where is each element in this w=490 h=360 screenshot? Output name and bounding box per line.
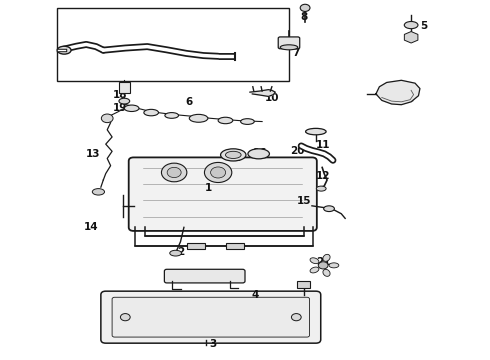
Text: 17: 17 (229, 153, 244, 163)
Ellipse shape (220, 149, 246, 161)
FancyBboxPatch shape (112, 297, 310, 337)
Text: 21: 21 (316, 257, 330, 267)
Ellipse shape (324, 206, 334, 212)
Text: 20: 20 (290, 146, 304, 156)
Ellipse shape (323, 255, 330, 261)
Text: 14: 14 (84, 222, 98, 231)
Ellipse shape (404, 22, 418, 29)
Text: 4: 4 (251, 291, 258, 301)
Bar (57, 8, 289, 81)
Text: 5: 5 (420, 21, 427, 31)
FancyBboxPatch shape (129, 157, 317, 231)
Text: 13: 13 (86, 149, 101, 159)
Ellipse shape (124, 105, 139, 112)
Text: 16: 16 (252, 148, 267, 158)
Text: 7: 7 (293, 48, 300, 58)
Circle shape (161, 163, 187, 182)
Ellipse shape (241, 119, 254, 125)
Circle shape (167, 167, 181, 177)
Text: 1: 1 (205, 183, 212, 193)
Polygon shape (250, 90, 275, 96)
Ellipse shape (170, 250, 181, 256)
Text: 9: 9 (408, 94, 415, 104)
Ellipse shape (218, 117, 233, 124)
Ellipse shape (329, 263, 339, 268)
Circle shape (101, 114, 113, 123)
Text: 19: 19 (113, 103, 127, 113)
FancyBboxPatch shape (164, 269, 245, 283)
Circle shape (121, 314, 130, 321)
Bar (297, 281, 310, 288)
Ellipse shape (248, 149, 270, 159)
Ellipse shape (92, 189, 104, 195)
Ellipse shape (310, 267, 319, 273)
Text: 10: 10 (265, 93, 279, 103)
Text: 15: 15 (296, 196, 311, 206)
Text: 11: 11 (316, 140, 330, 150)
Ellipse shape (57, 46, 71, 54)
FancyBboxPatch shape (101, 291, 321, 343)
Text: 6: 6 (185, 97, 193, 107)
Text: 8: 8 (300, 12, 307, 22)
Ellipse shape (119, 98, 130, 104)
Circle shape (211, 167, 226, 178)
Polygon shape (376, 80, 420, 105)
Bar (119, 82, 130, 93)
Circle shape (204, 162, 232, 183)
Ellipse shape (306, 129, 326, 135)
Ellipse shape (144, 109, 159, 116)
Ellipse shape (225, 151, 241, 158)
Text: 3: 3 (210, 339, 217, 349)
Ellipse shape (189, 114, 208, 122)
Text: 12: 12 (316, 171, 330, 181)
Text: 2: 2 (177, 247, 184, 257)
Ellipse shape (280, 45, 298, 50)
Circle shape (318, 262, 328, 269)
Ellipse shape (165, 113, 178, 118)
Bar (187, 243, 205, 249)
Ellipse shape (323, 269, 330, 276)
Text: 18: 18 (113, 90, 128, 100)
FancyBboxPatch shape (278, 37, 300, 49)
Ellipse shape (317, 186, 326, 191)
Bar (226, 243, 244, 249)
Circle shape (292, 314, 301, 321)
Ellipse shape (310, 258, 319, 264)
Circle shape (300, 4, 310, 12)
